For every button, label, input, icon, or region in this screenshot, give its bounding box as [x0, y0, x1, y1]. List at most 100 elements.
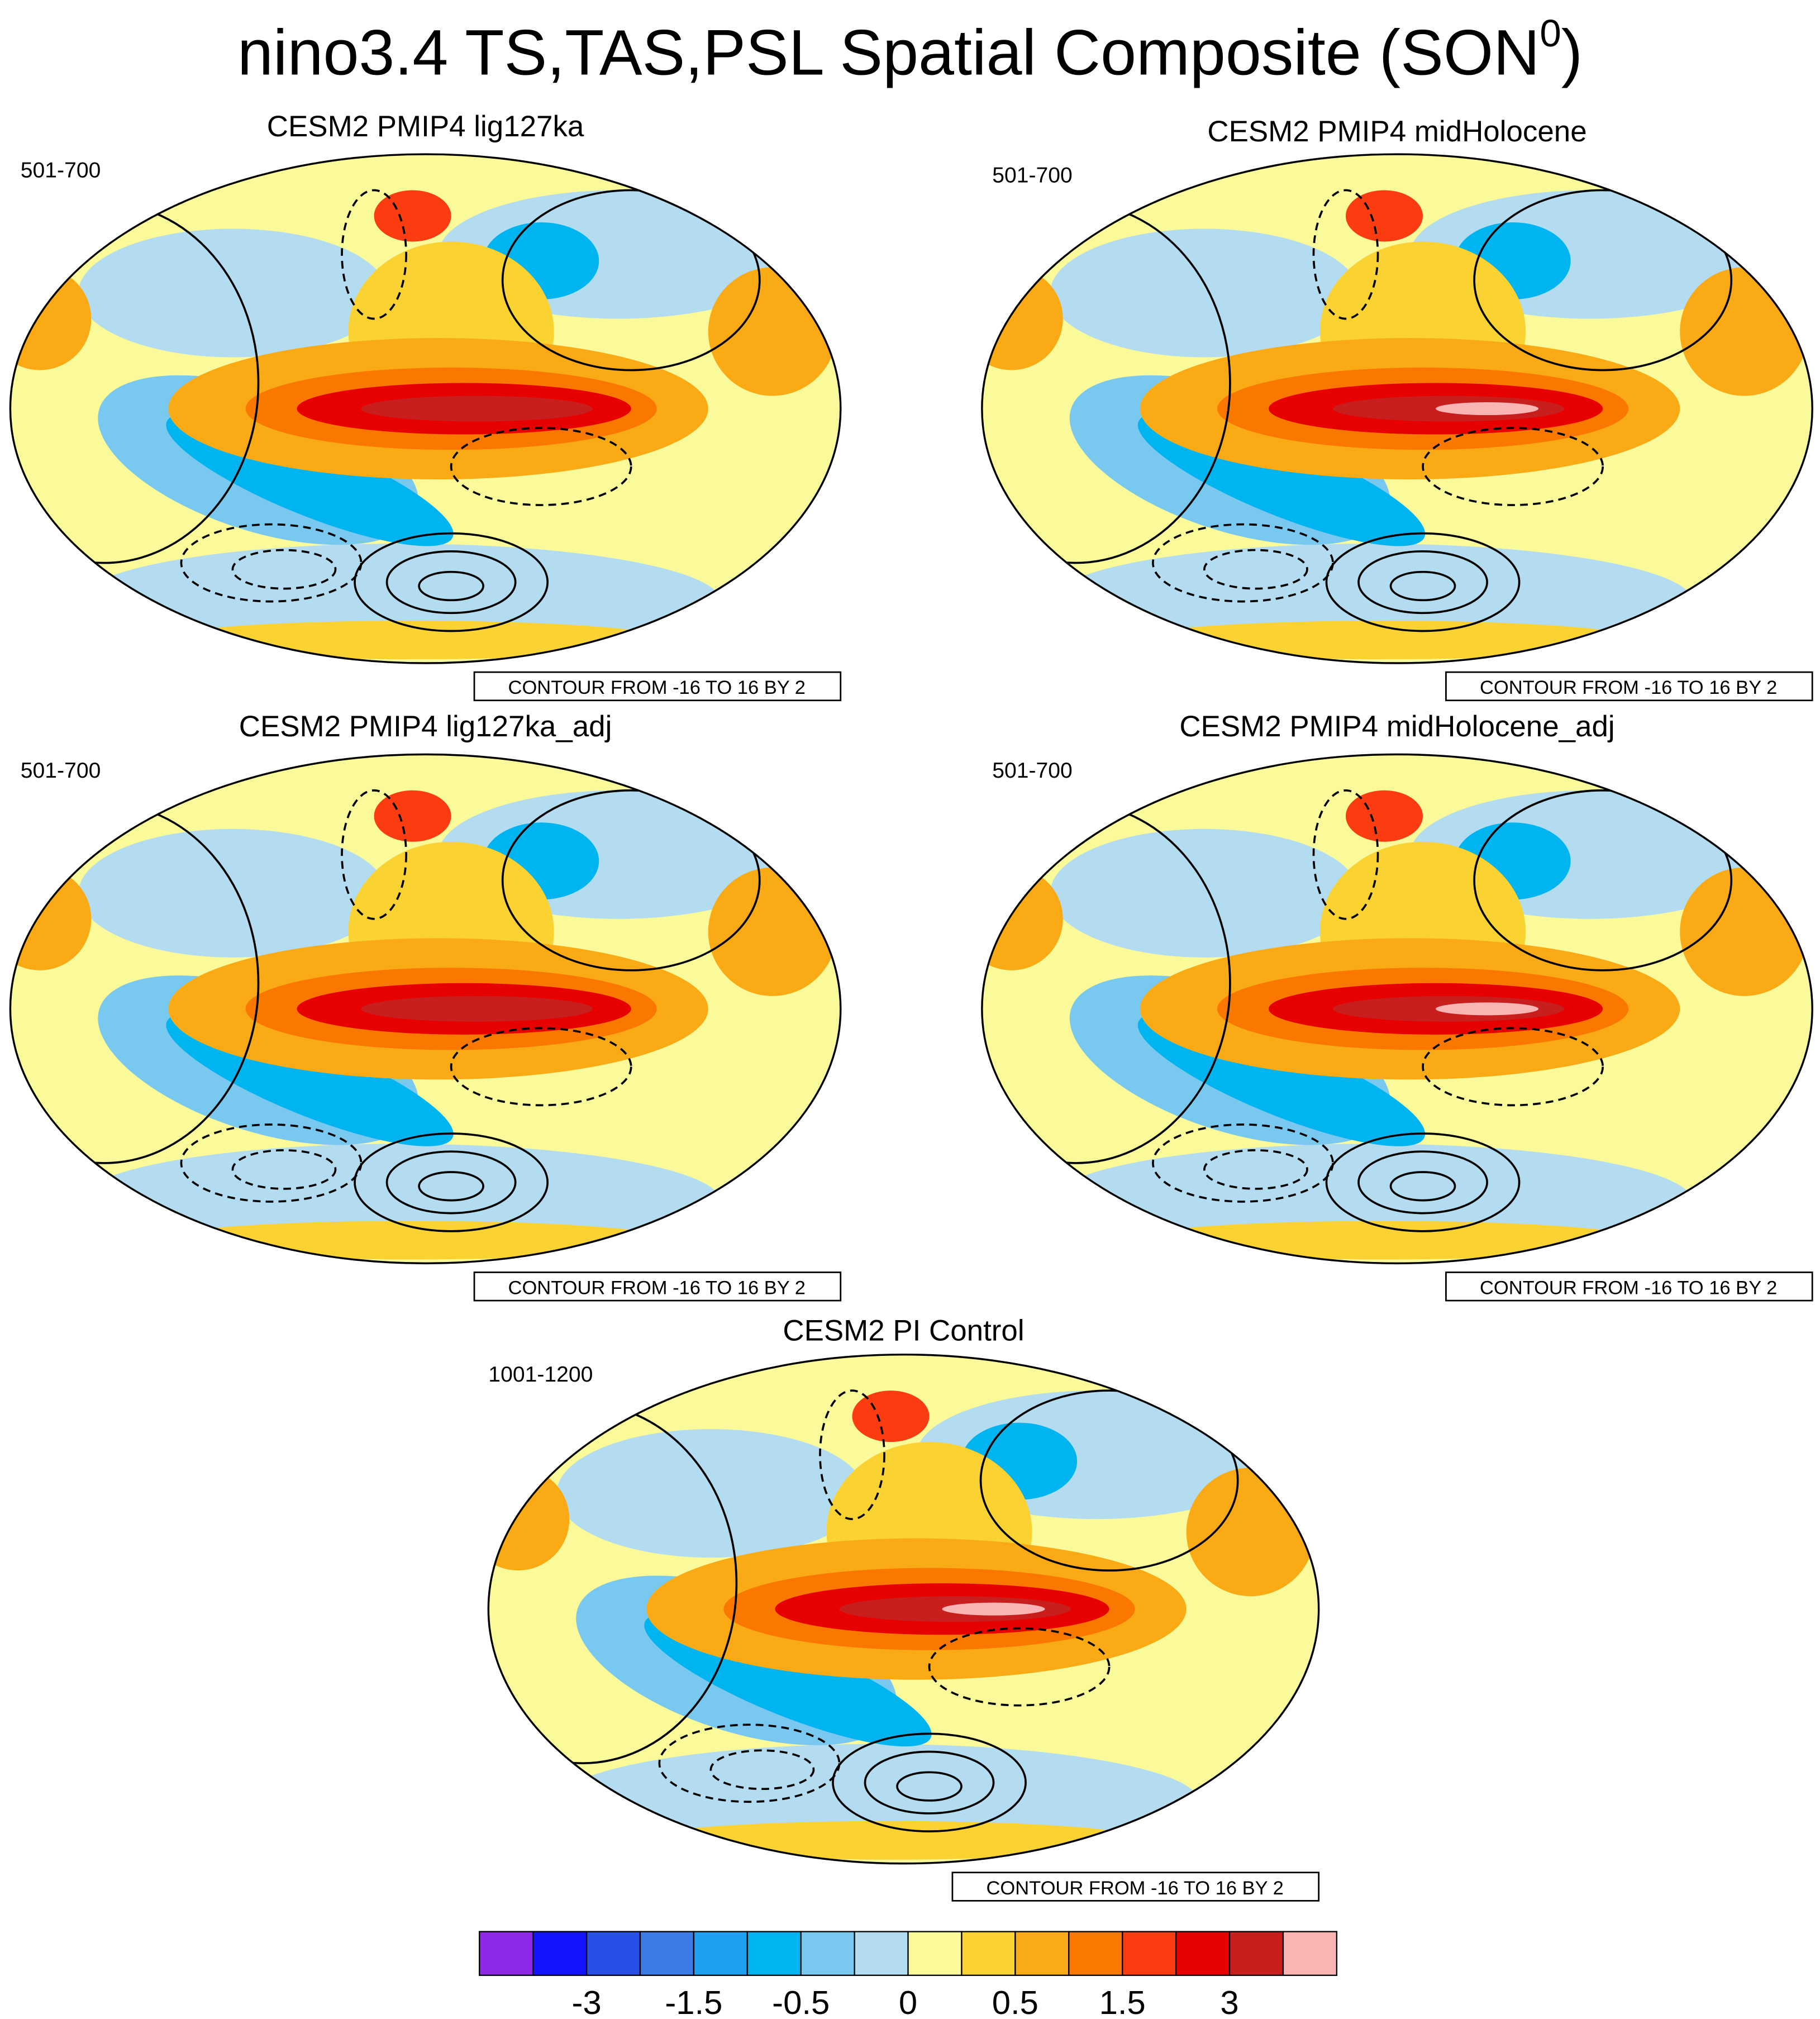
psl-contour	[1203, 1149, 1308, 1190]
psl-contour	[418, 570, 484, 602]
map	[10, 154, 841, 664]
panel-years: 1001-1200	[488, 1363, 593, 1387]
colorbar-box	[907, 1931, 963, 1976]
cool-anomaly	[1050, 228, 1359, 358]
cool-anomaly	[1050, 828, 1359, 958]
warm-anomaly	[1345, 190, 1423, 242]
colorbar-label: 0	[899, 1984, 917, 2019]
psl-contour	[1473, 789, 1733, 972]
psl-contour	[896, 1771, 963, 1802]
colorbar-label: -0.5	[772, 1984, 830, 2019]
map	[982, 754, 1813, 1264]
colorbar-label: 3	[1220, 1984, 1238, 2019]
panel-title: CESM2 PMIP4 lig127ka_adj	[239, 710, 612, 743]
psl-contour	[1422, 427, 1604, 506]
contour-note: CONTOUR FROM -16 TO 16 BY 2	[508, 677, 806, 698]
colorbar-label: 0.5	[992, 1984, 1038, 2019]
warm-anomaly	[942, 1602, 1045, 1616]
psl-contour	[1152, 523, 1334, 603]
psl-contour	[1473, 189, 1733, 372]
panel-title: CESM2 PMIP4 midHolocene_adj	[1179, 710, 1614, 743]
psl-contour	[928, 1627, 1111, 1707]
warm-anomaly	[852, 1391, 930, 1442]
warm-anomaly	[1680, 867, 1809, 996]
colorbar-box	[746, 1931, 802, 1976]
colorbar-box	[532, 1931, 588, 1976]
psl-contour	[1389, 570, 1456, 602]
psl-contour	[501, 189, 761, 372]
warm-anomaly	[1436, 402, 1539, 416]
warm-anomaly	[708, 267, 837, 396]
contour-note: CONTOUR FROM -16 TO 16 BY 2	[508, 1278, 806, 1299]
map-outline	[981, 153, 1813, 664]
psl-contour	[354, 1132, 549, 1232]
panel-years: 501-700	[21, 759, 101, 783]
psl-contour	[354, 532, 549, 632]
colorbar-box	[639, 1931, 695, 1976]
cool-anomaly	[78, 228, 387, 358]
psl-contour	[709, 1749, 815, 1791]
colorbar-box	[693, 1931, 748, 1976]
contour-note-box	[473, 1272, 842, 1302]
contour-note: CONTOUR FROM -16 TO 16 BY 2	[1480, 1278, 1777, 1299]
psl-contour	[341, 189, 407, 320]
contour-note: CONTOUR FROM -16 TO 16 BY 2	[986, 1878, 1283, 1899]
psl-contour	[658, 1723, 841, 1803]
colorbar-box	[1014, 1931, 1070, 1976]
cool-anomaly	[78, 828, 387, 958]
colorbar-box	[1175, 1931, 1231, 1976]
colorbar-box	[1122, 1931, 1177, 1976]
map-outline	[487, 1353, 1320, 1865]
contour-note-box	[1445, 1272, 1813, 1302]
psl-contour	[1325, 1132, 1521, 1232]
psl-contour	[864, 1750, 995, 1815]
psl-contour	[341, 789, 407, 920]
colorbar-box	[1282, 1931, 1338, 1976]
warm-anomaly	[708, 867, 837, 996]
psl-contour	[1312, 789, 1379, 920]
psl-contour	[1203, 549, 1308, 590]
figure-title: nino3.4 TS,TAS,PSL Spatial Composite (SO…	[237, 12, 1583, 89]
psl-contour	[450, 427, 632, 506]
map-outline	[9, 753, 842, 1265]
warm-anomaly	[1186, 1468, 1315, 1597]
contour-note: CONTOUR FROM -16 TO 16 BY 2	[1480, 677, 1777, 698]
panel-title: CESM2 PI Control	[783, 1314, 1024, 1347]
warm-anomaly	[1436, 1002, 1539, 1016]
psl-contour	[385, 550, 517, 615]
psl-contour	[418, 1171, 484, 1202]
warm-anomaly	[374, 790, 451, 842]
colorbar-label: 1.5	[1099, 1984, 1146, 2019]
psl-contour	[1357, 1150, 1488, 1215]
colorbar-box	[961, 1931, 1016, 1976]
colorbar-box	[479, 1931, 534, 1976]
map-outline	[9, 153, 842, 664]
map	[10, 754, 841, 1264]
psl-contour	[819, 1389, 885, 1520]
warm-anomaly	[982, 867, 1063, 970]
map	[488, 1354, 1319, 1864]
warm-anomaly	[488, 1468, 570, 1571]
psl-contour	[385, 1150, 517, 1215]
colorbar-box	[854, 1931, 909, 1976]
title-text: nino3.4 TS,TAS,PSL Spatial Composite (SO…	[237, 17, 1540, 88]
contour-note-box	[1445, 671, 1813, 702]
panel-years: 501-700	[21, 158, 101, 182]
psl-contour	[501, 789, 761, 972]
warm-anomaly	[982, 267, 1063, 370]
contour-note-box	[951, 1872, 1320, 1902]
psl-contour	[832, 1732, 1027, 1832]
colorbar-label: -1.5	[665, 1984, 722, 2019]
psl-contour	[1422, 1027, 1604, 1107]
title-end: )	[1561, 17, 1583, 88]
colorbar-label: -3	[571, 1984, 601, 2019]
psl-contour	[1152, 1123, 1334, 1203]
psl-contour	[180, 523, 363, 603]
colorbar-box	[1068, 1931, 1123, 1976]
psl-contour	[450, 1027, 632, 1107]
warm-anomaly	[361, 396, 593, 422]
colorbar-box	[800, 1931, 855, 1976]
psl-contour	[180, 1123, 363, 1203]
psl-contour	[1357, 550, 1488, 615]
